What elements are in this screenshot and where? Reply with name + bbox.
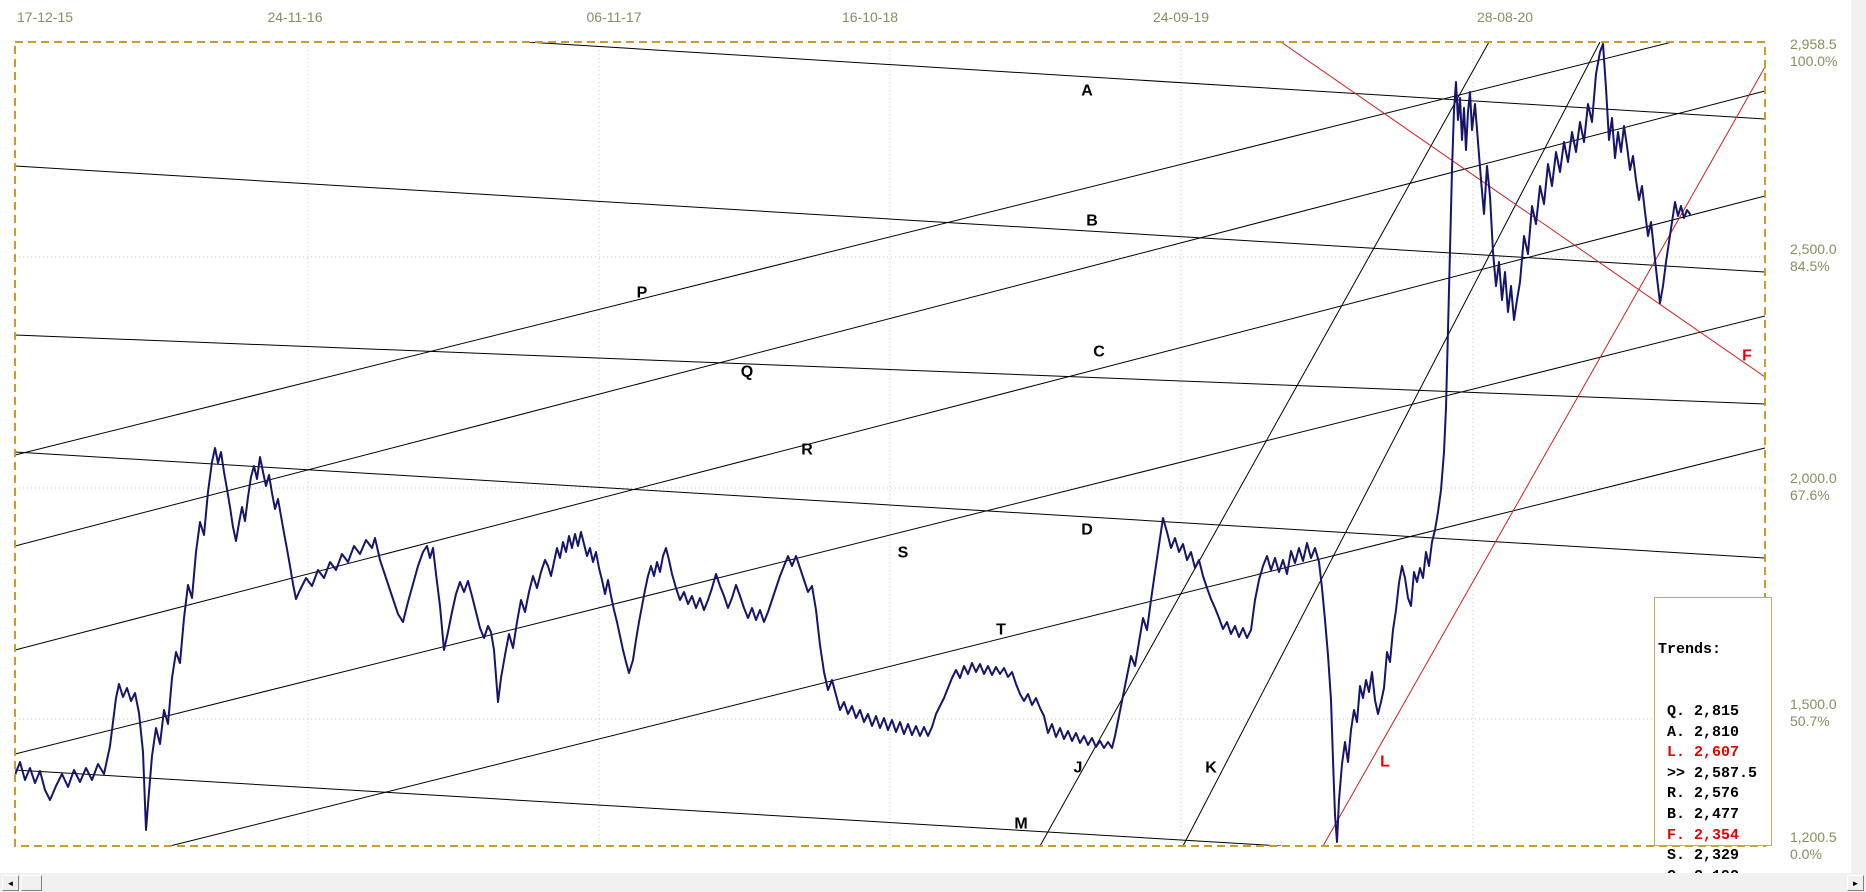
- price-axis-percent: 0.0%: [1790, 846, 1822, 862]
- price-axis-entry: 2,000.0 67.6%: [1790, 470, 1864, 504]
- trend-line-R[interactable]: [15, 195, 1765, 651]
- price-axis-value: 1,200.5: [1790, 829, 1837, 845]
- price-axis-entry: 2,500.0 84.5%: [1790, 241, 1864, 275]
- trend-line-T[interactable]: [169, 447, 1765, 846]
- trends-legend-panel: Trends: Q. 2,815 A. 2,810 L. 2,607 >> 2,…: [1654, 597, 1772, 892]
- trend-letter-C: C: [1093, 344, 1105, 361]
- date-label: 24-09-19: [1152, 9, 1210, 25]
- scroll-left-button[interactable]: ◄: [2, 875, 19, 891]
- trend-letter-B: B: [1086, 213, 1098, 230]
- trend-letter-R: R: [801, 442, 813, 459]
- price-axis-value: 1,500.0: [1790, 696, 1837, 712]
- trend-letter-Q: Q: [741, 364, 753, 381]
- trend-line-S[interactable]: [15, 315, 1765, 755]
- price-axis-entry: 1,500.0 50.7%: [1790, 696, 1864, 730]
- trend-letter-K: K: [1205, 760, 1217, 777]
- price-axis-value: 2,500.0: [1790, 241, 1837, 257]
- price-axis-percent: 100.0%: [1790, 53, 1838, 69]
- price-line: [15, 43, 1691, 843]
- date-label: 17-12-15: [17, 9, 74, 25]
- trend-line-F[interactable]: [1280, 42, 1765, 378]
- trend-value-row: >> 2,587.5: [1658, 764, 1758, 782]
- trend-line-D[interactable]: [15, 451, 1765, 559]
- trend-letter-S: S: [898, 545, 909, 562]
- scroll-right-button[interactable]: ►: [1847, 875, 1864, 891]
- price-axis-percent: 50.7%: [1790, 713, 1830, 729]
- price-axis-value: 2,958.5: [1790, 36, 1837, 52]
- date-label: 28-08-20: [1476, 9, 1534, 25]
- trend-letter-A: A: [1081, 83, 1093, 100]
- trend-line-J[interactable]: [1039, 42, 1490, 846]
- trend-value-row: A. 2,810: [1658, 723, 1740, 741]
- price-axis-percent: 84.5%: [1790, 258, 1830, 274]
- trend-line-L[interactable]: [1322, 66, 1765, 846]
- date-label: 24-11-16: [267, 9, 323, 25]
- trend-letter-J: J: [1074, 760, 1083, 777]
- trend-letter-P: P: [637, 285, 648, 302]
- scroll-right-icon: ►: [1851, 879, 1860, 888]
- price-axis-percent: 67.6%: [1790, 487, 1830, 503]
- right-window-strip: [1851, 0, 1866, 874]
- trend-value-row: S. 2,329: [1658, 847, 1740, 865]
- price-axis-entry: 2,958.5 100.0%: [1790, 36, 1864, 70]
- trend-value-row: R. 2,576: [1658, 785, 1740, 803]
- trend-line-P[interactable]: [15, 42, 1673, 456]
- trend-value-row: L. 2,607: [1658, 744, 1740, 762]
- trend-letter-L: L: [1380, 754, 1390, 771]
- trend-line-B[interactable]: [15, 165, 1765, 273]
- trend-letter-F: F: [1742, 348, 1752, 365]
- price-axis-entry: 1,200.5 0.0%: [1790, 829, 1864, 863]
- trend-letter-D: D: [1081, 522, 1093, 539]
- price-axis-value: 2,000.0: [1790, 470, 1837, 486]
- scroll-thumb[interactable]: [21, 875, 42, 891]
- trend-line-Q[interactable]: [15, 90, 1765, 547]
- trend-value-row: F. 2,354: [1658, 826, 1740, 844]
- trends-panel-title: Trends:: [1658, 641, 1722, 659]
- date-label: 06-11-17: [586, 9, 642, 25]
- trend-line-A[interactable]: [526, 42, 1765, 120]
- price-chart: A B C D P Q R S T J K M L F: [14, 41, 1766, 847]
- trend-line-C[interactable]: [15, 334, 1765, 405]
- trend-value-row: B. 2,477: [1658, 805, 1740, 823]
- trend-line-K[interactable]: [1182, 42, 1601, 846]
- scroll-left-icon: ◄: [6, 879, 15, 888]
- plot-border: [14, 41, 1766, 847]
- trend-letter-M: M: [1014, 816, 1027, 833]
- trend-letter-T: T: [996, 622, 1006, 639]
- date-label: 16-10-18: [841, 9, 899, 25]
- trend-value-row: Q. 2,815: [1658, 702, 1740, 720]
- trend-line-M[interactable]: [15, 769, 1282, 846]
- horizontal-scrollbar[interactable]: ◄ ►: [0, 873, 1866, 892]
